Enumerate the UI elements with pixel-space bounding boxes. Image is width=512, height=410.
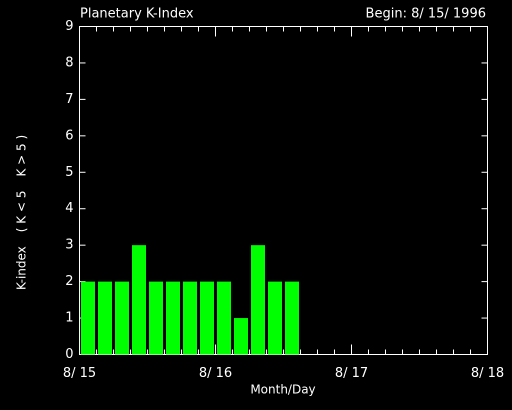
- chart-subtitle: Begin: 8/ 15/ 1996: [366, 7, 486, 22]
- bar: [115, 281, 129, 355]
- bar: [81, 281, 95, 355]
- bar: [183, 281, 197, 355]
- bar: [285, 281, 299, 355]
- x-tick-label: 8/ 16: [199, 366, 232, 381]
- y-tick-label: 9: [65, 19, 73, 34]
- y-axis-label: ( K < 5: [15, 191, 29, 233]
- x-tick-label: 8/ 17: [335, 366, 368, 381]
- x-tick-label: 8/ 18: [471, 366, 504, 381]
- y-tick-label: 4: [65, 201, 73, 216]
- y-tick-label: 7: [65, 92, 73, 107]
- y-tick-label: 1: [65, 311, 73, 326]
- bar: [149, 281, 163, 355]
- y-tick-label: 0: [65, 347, 73, 362]
- x-tick-label: 8/ 15: [63, 366, 96, 381]
- bar: [268, 281, 282, 355]
- y-tick-label: 6: [65, 128, 73, 143]
- y-tick-label: 3: [65, 238, 73, 253]
- bar: [166, 281, 180, 355]
- bar: [251, 245, 265, 355]
- y-tick-label: 8: [65, 55, 73, 70]
- bar: [217, 281, 231, 355]
- y-axis-label: K > 5 ): [15, 135, 29, 177]
- x-axis-label: Month/Day: [250, 383, 315, 397]
- chart-title: Planetary K-Index: [80, 7, 194, 22]
- y-axis-label: K-index: [15, 246, 29, 290]
- y-tick-label: 5: [65, 165, 73, 180]
- bar: [200, 281, 214, 355]
- y-tick-label: 2: [65, 274, 73, 289]
- bar: [132, 245, 146, 355]
- bar: [234, 318, 248, 355]
- bar: [98, 281, 112, 355]
